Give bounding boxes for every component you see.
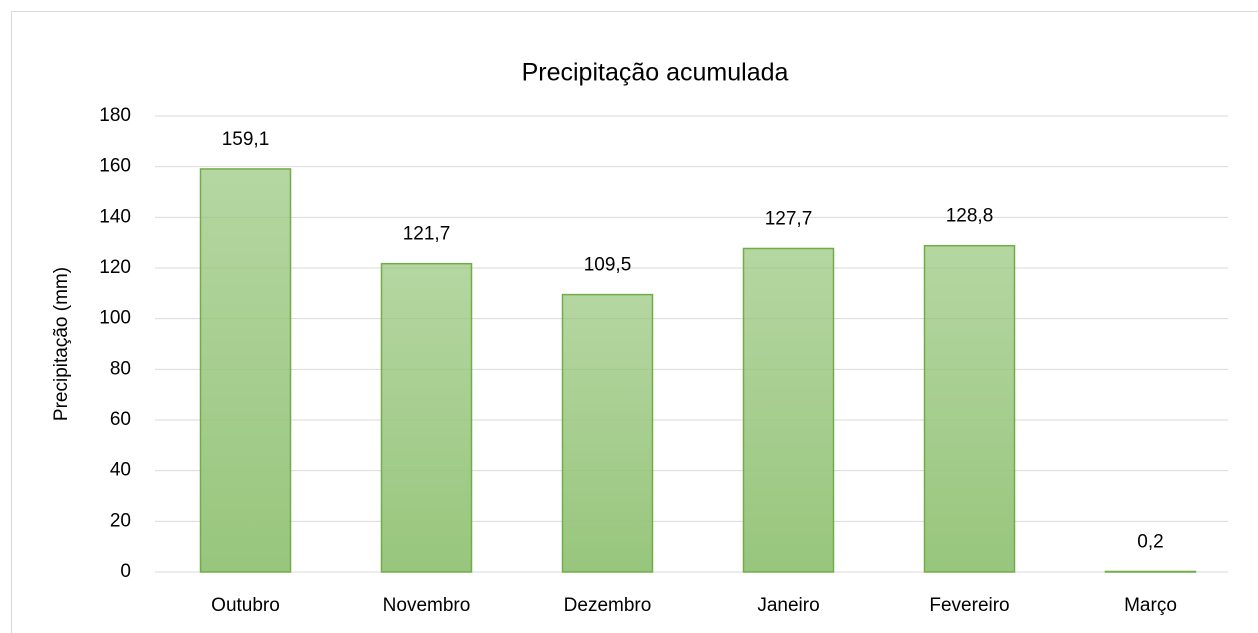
y-tick-label: 140 [99, 206, 131, 227]
y-tick-label: 80 [110, 358, 131, 379]
bar [1104, 570, 1197, 573]
value-label: 159,1 [222, 129, 270, 150]
x-tick-label: Janeiro [757, 595, 819, 616]
chart-title: Precipitação acumulada [522, 59, 789, 87]
y-tick-label: 40 [110, 460, 131, 481]
value-label: 109,5 [584, 255, 632, 276]
value-label: 127,7 [765, 209, 813, 230]
bar [380, 262, 473, 573]
x-tick-label: Março [1124, 595, 1177, 616]
value-label: 0,2 [1137, 532, 1163, 553]
bar [923, 244, 1016, 573]
y-tick-label: 120 [99, 257, 131, 278]
y-tick-label: 20 [110, 510, 131, 531]
y-axis-title: Precipitação (mm) [51, 267, 72, 421]
x-tick-label: Outubro [211, 595, 280, 616]
value-label: 128,8 [946, 206, 994, 227]
bar [742, 247, 835, 573]
x-tick-label: Novembro [383, 595, 471, 616]
bar [199, 168, 292, 573]
y-tick-label: 60 [110, 409, 131, 430]
y-tick-label: 0 [120, 561, 131, 582]
y-tick-label: 160 [99, 156, 131, 177]
x-tick-label: Fevereiro [929, 595, 1009, 616]
value-label: 121,7 [403, 224, 451, 245]
y-tick-label: 100 [99, 308, 131, 329]
x-tick-label: Dezembro [564, 595, 652, 616]
bar [561, 293, 654, 573]
y-tick-label: 180 [99, 105, 131, 126]
